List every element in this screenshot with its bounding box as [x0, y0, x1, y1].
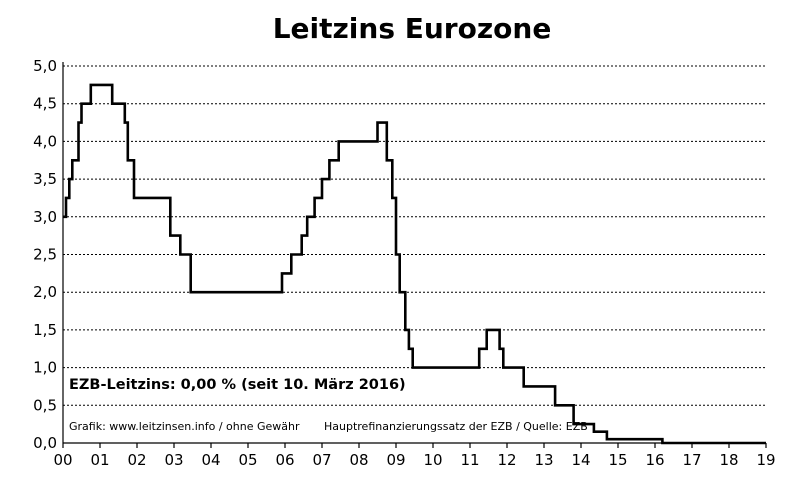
y-tick-label: 3,5 — [33, 170, 57, 188]
x-tick-label: 04 — [201, 451, 220, 469]
x-tick-label: 02 — [127, 451, 146, 469]
x-tick-label: 11 — [460, 451, 479, 469]
y-tick-label: 2,5 — [33, 246, 57, 264]
source-annotation: Hauptrefinanzierungssatz der EZB / Quell… — [324, 420, 588, 433]
x-tick-label: 09 — [386, 451, 405, 469]
y-tick-label: 2,0 — [33, 283, 57, 301]
x-tick-label: 16 — [645, 451, 664, 469]
x-tick-label: 18 — [719, 451, 738, 469]
x-tick-label: 14 — [571, 451, 590, 469]
x-tick-label: 07 — [312, 451, 331, 469]
x-tick-label: 19 — [756, 451, 775, 469]
x-tick-label: 13 — [534, 451, 553, 469]
x-tick-label: 17 — [682, 451, 701, 469]
x-tick-labels: 00 01 02 03 04 05 06 07 08 09 10 11 12 13 14 15 16 17 18 19 — [53, 443, 776, 469]
y-tick-label: 4,5 — [33, 95, 57, 113]
y-tick-label: 3,0 — [33, 208, 57, 226]
y-tick-label: 0,5 — [33, 396, 57, 414]
y-tick-label: 4,0 — [33, 132, 57, 150]
x-tick-label: 01 — [90, 451, 109, 469]
x-tick-label: 10 — [423, 451, 442, 469]
y-tick-label: 1,5 — [33, 321, 57, 339]
rate-annotation: EZB-Leitzins: 0,00 % (seit 10. März 2016… — [69, 377, 406, 393]
x-tick-label: 08 — [349, 451, 368, 469]
x-tick-label: 03 — [164, 451, 183, 469]
chart-title: Leitzins Eurozone — [273, 12, 552, 45]
series-layer — [63, 83, 766, 445]
y-tick-labels: 0,0 0,5 1,0 1,5 2,0 2,5 3,0 3,5 4,0 4,5 5,0 — [33, 57, 57, 452]
x-tick-label: 06 — [275, 451, 294, 469]
x-tick-label: 12 — [497, 451, 516, 469]
x-tick-label: 15 — [608, 451, 627, 469]
grid-lines — [62, 62, 766, 444]
x-tick-label: 05 — [238, 451, 257, 469]
series-line — [63, 83, 766, 445]
credit-annotation: Grafik: www.leitzinsen.info / ohne Gewäh… — [69, 420, 300, 433]
x-tick-label: 00 — [53, 451, 72, 469]
y-tick-label: 5,0 — [33, 57, 57, 75]
y-tick-label: 0,0 — [33, 434, 57, 452]
y-tick-label: 1,0 — [33, 359, 57, 377]
